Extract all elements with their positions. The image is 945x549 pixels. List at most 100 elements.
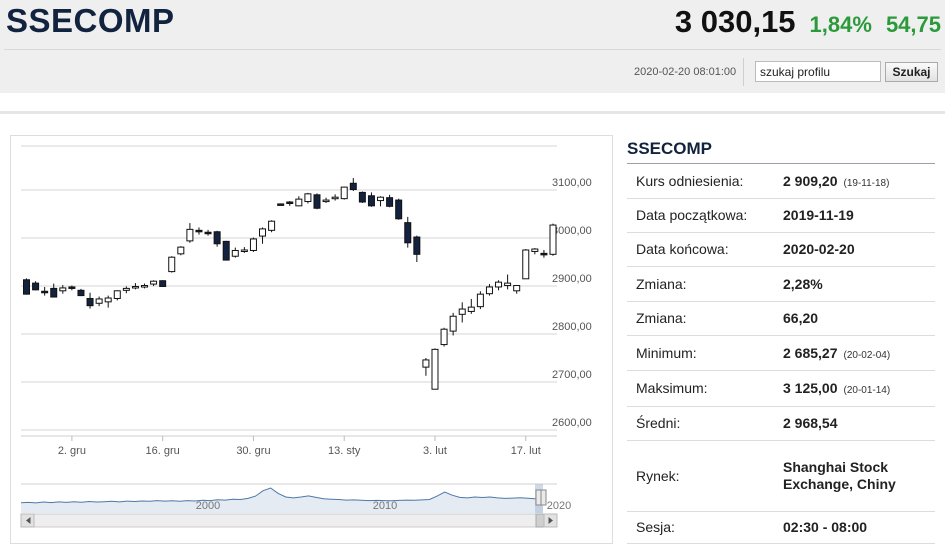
candle-body-up [131, 285, 139, 289]
candle[interactable] [268, 220, 276, 233]
candle[interactable] [413, 235, 421, 262]
reference-price: 2 909,20 [783, 172, 838, 189]
candle[interactable] [95, 296, 103, 307]
candle[interactable] [213, 230, 221, 247]
search-button[interactable]: Szukaj [885, 62, 938, 82]
info-row: Średni: 2 968,54 [627, 406, 935, 441]
candle-body-up [522, 249, 530, 280]
candle-body-up [485, 286, 493, 295]
candle[interactable] [159, 280, 167, 287]
candle-body-down [540, 252, 548, 256]
candle[interactable] [59, 285, 67, 294]
navigator-handle-right[interactable] [540, 489, 547, 506]
candle[interactable] [195, 227, 203, 235]
candle[interactable] [504, 274, 512, 290]
info-label: Kurs odniesienia: [627, 164, 782, 199]
info-value: 2 685,27 (20-02-04) [782, 335, 935, 371]
candle[interactable] [177, 246, 185, 256]
candle[interactable] [522, 249, 530, 280]
candle-body-down [204, 231, 212, 235]
info-row: Zmiana: 2,28% [627, 266, 935, 302]
candle[interactable] [540, 250, 548, 258]
y-tick-label: 3000,00 [552, 225, 592, 237]
maximum-value: 3 125,00 [783, 380, 838, 396]
candle[interactable] [295, 196, 303, 207]
candle-body-down [222, 240, 230, 261]
candle[interactable] [32, 281, 40, 291]
candle[interactable] [422, 358, 430, 376]
candle[interactable] [249, 237, 257, 252]
candle[interactable] [259, 227, 267, 244]
candle[interactable] [358, 191, 366, 203]
candle[interactable] [168, 256, 176, 273]
candle[interactable] [476, 291, 484, 310]
navigator-handle-left[interactable] [535, 489, 542, 506]
candle[interactable] [131, 283, 139, 290]
candle-body-up [495, 281, 503, 288]
x-tick-label: 2. gru [58, 445, 86, 457]
y-tick-label: 2700,00 [552, 369, 592, 381]
profile-search-input[interactable] [755, 61, 881, 82]
candle[interactable] [377, 196, 385, 207]
candle[interactable] [485, 284, 493, 296]
candle[interactable] [240, 247, 248, 253]
candle[interactable] [313, 193, 321, 210]
candle[interactable] [122, 286, 130, 294]
candle[interactable] [277, 203, 285, 206]
info-row: Zmiana: 66,20 [627, 301, 935, 336]
candle[interactable] [331, 194, 339, 201]
end-date: 2020-02-20 [782, 232, 935, 267]
candle[interactable] [222, 240, 230, 261]
candle[interactable] [113, 290, 121, 301]
candle[interactable] [322, 197, 330, 203]
candle-body-up [449, 315, 457, 332]
candle[interactable] [231, 247, 239, 258]
candle[interactable] [467, 298, 475, 314]
candle-body-up [422, 359, 430, 368]
candle[interactable] [23, 278, 30, 295]
candle[interactable] [513, 285, 521, 294]
candle[interactable] [204, 229, 212, 236]
candle[interactable] [286, 201, 294, 206]
candle[interactable] [340, 186, 348, 200]
info-title: SSECOMP [627, 135, 935, 164]
candle[interactable] [186, 223, 194, 243]
candle[interactable] [449, 312, 457, 336]
candle[interactable] [549, 223, 557, 256]
reference-date: (19-11-18) [843, 177, 890, 189]
candle[interactable] [440, 327, 448, 347]
candle[interactable] [395, 198, 403, 220]
candle[interactable] [150, 280, 158, 286]
candle[interactable] [77, 288, 85, 297]
candle-body-down [77, 289, 85, 297]
candle[interactable] [141, 283, 149, 289]
info-row: Data początkowa: 2019-11-19 [627, 198, 935, 233]
candle[interactable] [367, 192, 375, 207]
candle[interactable] [431, 348, 439, 390]
candle-body-up [476, 293, 484, 308]
candle[interactable] [41, 286, 49, 296]
candle-body-down [68, 286, 76, 289]
candle[interactable] [495, 280, 503, 291]
info-label: Minimum: [627, 335, 782, 371]
candlestick-chart[interactable]: 2600,00 2700,00 2800,00 2900,00 3000,00 3100,… [11, 136, 612, 543]
candle[interactable] [531, 248, 539, 255]
candle-body-up [95, 298, 103, 304]
candle[interactable] [349, 178, 357, 191]
candle-body-up [504, 282, 512, 287]
scrollbar-thumb[interactable] [535, 513, 545, 528]
candle[interactable] [50, 283, 58, 298]
change-percent-value: 2,28% [782, 266, 935, 302]
candle[interactable] [404, 216, 412, 248]
candle[interactable] [304, 192, 312, 204]
candle[interactable] [386, 194, 394, 208]
candle[interactable] [86, 292, 94, 309]
chevron-right-icon [548, 517, 553, 524]
candle[interactable] [104, 295, 112, 308]
candle-body-down [349, 182, 357, 191]
instrument-info: SSECOMP Kurs odniesienia: 2 909,20 (19-11… [627, 135, 935, 544]
candle[interactable] [458, 302, 466, 323]
scrollbar-track[interactable] [20, 513, 558, 528]
candle-body-down [213, 231, 221, 245]
candle[interactable] [68, 285, 76, 291]
